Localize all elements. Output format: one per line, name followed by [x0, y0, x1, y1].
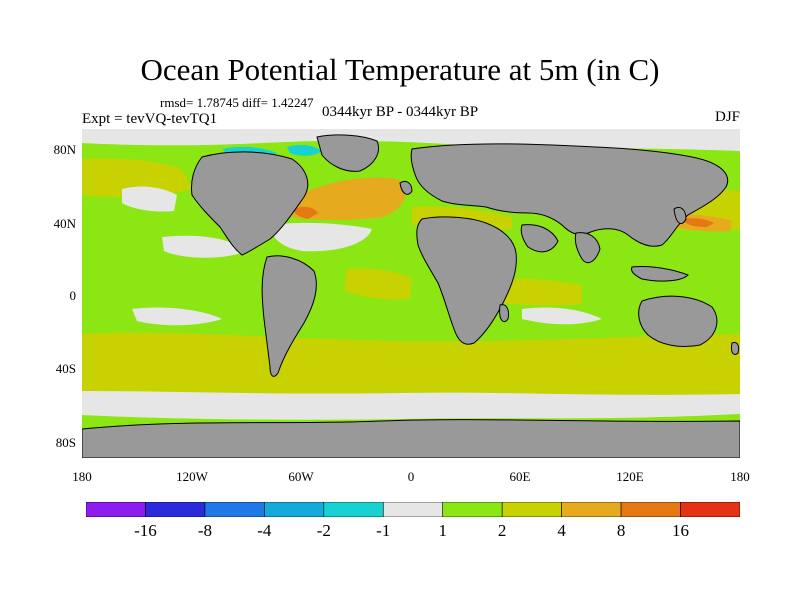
land-north-america — [191, 151, 309, 256]
colorbar-tick-label: 2 — [497, 521, 507, 540]
colorbar-tick-label: -1 — [376, 521, 391, 540]
colorbar-swatch — [620, 502, 681, 517]
colorbar-tick-label: 8 — [616, 521, 626, 540]
colorbar-swatch — [680, 502, 740, 517]
y-tick-label: 40N — [53, 216, 76, 231]
land-new-zealand — [731, 342, 740, 356]
land-greenland — [316, 134, 379, 172]
colorbar-tick-label: 16 — [672, 521, 690, 540]
colorbar-swatch — [382, 502, 444, 517]
colorbar-swatch — [264, 502, 325, 517]
land-africa — [416, 216, 517, 345]
stats-line: rmsd= 1.78745 diff= 1.42247 — [160, 95, 314, 110]
x-tick-label: 60W — [288, 469, 314, 484]
anomaly-patch-greenland-cyan — [287, 144, 322, 156]
colorbar-swatch — [442, 502, 503, 517]
anomaly-patch-north-pacific — [82, 158, 192, 197]
x-tick-label: 60E — [509, 469, 531, 484]
y-tick-label: 0 — [69, 288, 77, 303]
colorbar-swatch — [145, 502, 206, 517]
colorbar-tick-label: -2 — [316, 521, 331, 540]
land-indonesia — [631, 266, 689, 282]
map-title: Ocean Potential Temperature at 5m (in C) — [140, 52, 660, 87]
colorbar-swatch — [561, 502, 622, 517]
colorbar-tick-label: -8 — [197, 521, 212, 540]
y-tick-label: 40S — [55, 361, 76, 376]
anomaly-patch-north-atlantic-warm — [287, 177, 406, 220]
map-panel — [82, 129, 740, 458]
anomaly-patch-pacific-east — [122, 186, 177, 212]
land-uk — [399, 180, 413, 195]
land-antarctica — [82, 419, 740, 458]
colorbar-tick-label: -4 — [257, 521, 272, 540]
anomaly-patch-atlantic-south — [344, 268, 412, 300]
land-japan — [673, 206, 687, 225]
anomaly-patch-pacific-tropical — [162, 235, 247, 258]
x-tick-label: 180 — [72, 469, 92, 484]
colorbar-swatch — [86, 502, 146, 517]
land-australia — [638, 295, 718, 348]
anomaly-patch-south-pacific — [132, 307, 222, 326]
land-south-america — [261, 255, 317, 377]
y-tick-label: 80S — [55, 435, 76, 450]
colorbar — [86, 502, 740, 517]
colorbar-swatch — [501, 502, 562, 517]
anomaly-patch-indian-south — [522, 307, 602, 325]
anomaly-patch-southern-ring — [82, 391, 740, 420]
colorbar-tick-label: 1 — [438, 521, 447, 540]
anomaly-band-southern-ocean — [82, 332, 740, 395]
anomaly-patch-north-atlantic-neutral — [271, 222, 372, 252]
x-tick-label: 180 — [730, 469, 750, 484]
x-tick-label: 120W — [176, 469, 208, 484]
land-madagascar — [499, 304, 509, 323]
land-arabia — [520, 224, 559, 253]
anomaly-patch-kuroshio-core — [682, 218, 714, 227]
land-layer — [82, 134, 740, 458]
x-tick-label: 0 — [407, 469, 415, 484]
land-india — [574, 232, 601, 264]
period-label: 0344kyr BP - 0344kyr BP — [322, 104, 479, 120]
colorbar-swatch — [323, 502, 384, 517]
y-tick-label: 80N — [53, 142, 76, 157]
colorbar-swatch — [204, 502, 265, 517]
season-label: DJF — [714, 109, 740, 125]
colorbar-tick-label: 4 — [557, 521, 566, 540]
colorbar-tick-label: -16 — [134, 521, 157, 540]
land-eurasia — [410, 143, 728, 247]
x-tick-label: 120E — [616, 469, 644, 484]
experiment-label: Expt = tevVQ-tevTQ1 — [82, 111, 218, 127]
anomaly-patch-gulf-stream — [294, 206, 318, 219]
